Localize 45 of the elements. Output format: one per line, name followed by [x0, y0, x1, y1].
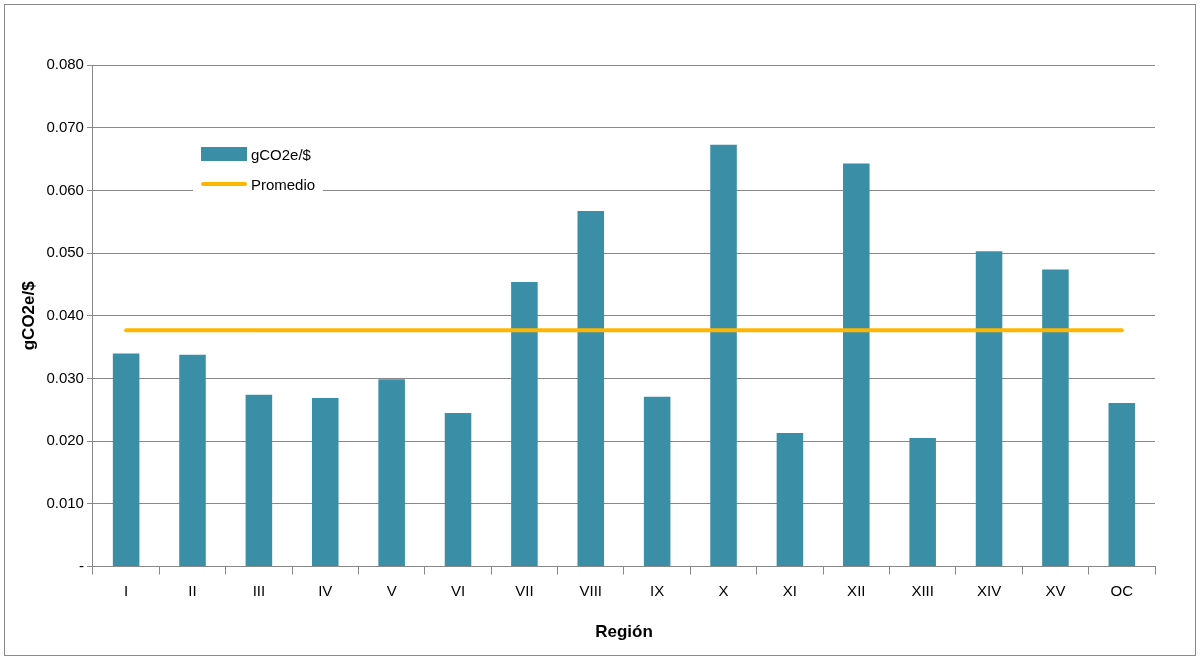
bar [909, 438, 936, 567]
y-tick-label: - [78, 556, 84, 574]
y-tick-label: 0.020 [46, 431, 84, 449]
x-tick-label: I [124, 581, 129, 599]
y-tick-label: 0.060 [46, 180, 84, 198]
bar [444, 412, 472, 567]
x-axis-title: Región [595, 622, 653, 642]
y-tick-label: 0.070 [46, 117, 84, 135]
x-tick-label: XI [782, 581, 798, 599]
x-tick-label: VI [450, 581, 466, 599]
bar [245, 394, 273, 567]
y-tick-label: 0.080 [46, 55, 84, 73]
legend-label: Promedio [250, 175, 316, 193]
bar [643, 396, 671, 567]
bar [179, 354, 206, 567]
bar [776, 433, 804, 567]
x-tick-label: XIV [976, 581, 1002, 599]
x-tick-label: OC [1110, 581, 1134, 599]
y-axis-title: gCO2e/$ [18, 280, 38, 351]
x-tick-label: IV [318, 581, 333, 599]
bar [975, 251, 1003, 567]
bar [1042, 269, 1069, 567]
x-tick-label: III [252, 581, 266, 599]
x-tick-label: XII [847, 581, 866, 599]
x-tick-label: XIII [911, 581, 934, 599]
x-tick-label: VII [515, 581, 534, 599]
x-tick-label: XV [1045, 581, 1066, 599]
x-tick-label: IX [650, 581, 665, 599]
bar [378, 379, 405, 567]
bar [843, 163, 870, 567]
x-tick-label: X [718, 581, 729, 599]
bar [1108, 402, 1136, 567]
bar [710, 144, 737, 567]
legend-label: gCO2e/$ [250, 145, 311, 163]
x-tick-label: VIII [579, 581, 603, 599]
y-tick-label: 0.040 [46, 305, 84, 323]
bar [112, 353, 140, 567]
y-tick-label: 0.050 [46, 243, 84, 261]
x-tick-label: II [188, 581, 197, 599]
bar [577, 211, 605, 567]
y-tick-label: 0.010 [46, 494, 84, 512]
x-tick-label: V [386, 581, 397, 599]
bar [311, 397, 339, 567]
y-tick-label: 0.030 [46, 368, 84, 386]
bar [511, 281, 538, 567]
